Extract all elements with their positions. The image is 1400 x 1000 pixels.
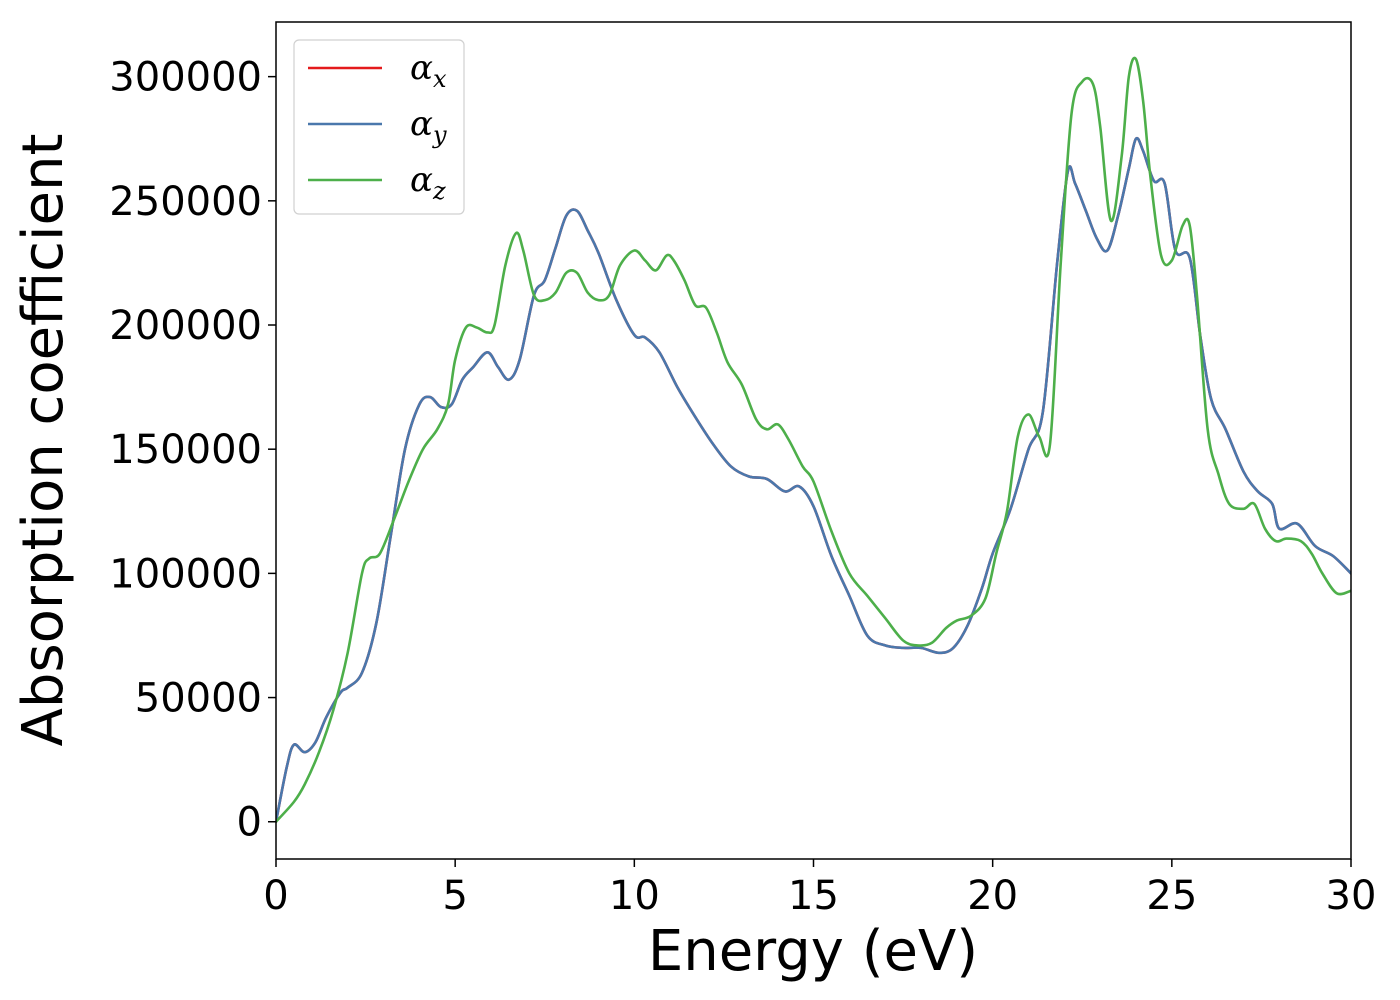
y-axis-label: Absorption coefficient <box>11 134 76 747</box>
y-ticks: 0 50000 100000 150000 200000 250000 300000 <box>109 55 276 846</box>
x-tick-label: 20 <box>967 873 1018 919</box>
y-tick-label: 150000 <box>109 427 262 473</box>
x-ticks: 0 5 10 15 20 25 30 <box>263 859 1376 919</box>
x-tick-label: 25 <box>1146 873 1197 919</box>
y-tick-label: 0 <box>237 800 262 846</box>
series-layer <box>276 56 1351 824</box>
x-tick-label: 0 <box>263 873 288 919</box>
x-tick-label: 30 <box>1326 873 1377 919</box>
series-line-y <box>276 136 1351 824</box>
y-tick-label: 250000 <box>109 179 262 225</box>
x-tick-label: 15 <box>788 873 839 919</box>
y-tick-label: 50000 <box>135 676 262 722</box>
x-tick-label: 10 <box>609 873 660 919</box>
y-tick-label: 100000 <box>109 551 262 597</box>
legend-box <box>293 39 465 215</box>
legend-label-x: αx <box>410 48 447 93</box>
legend-label-z: αz <box>410 160 446 205</box>
legend-label-y: αy <box>410 104 447 149</box>
series-line-z <box>276 56 1351 824</box>
y-tick-label: 200000 <box>109 303 262 349</box>
legend: αx αy αz <box>293 39 465 215</box>
x-axis-label: Energy (eV) <box>648 919 978 984</box>
x-tick-label: 5 <box>442 873 467 919</box>
y-tick-label: 300000 <box>109 55 262 101</box>
